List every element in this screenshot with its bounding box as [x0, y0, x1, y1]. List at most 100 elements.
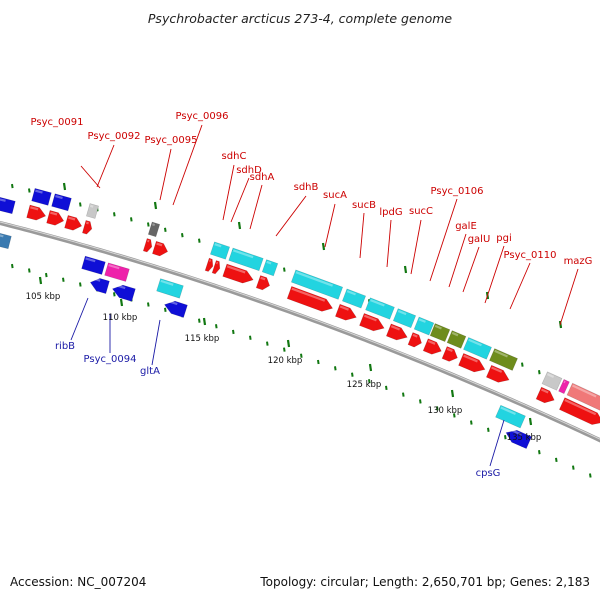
gene-label-forward: galE	[455, 221, 477, 232]
gene-label-reverse: ribB	[55, 341, 75, 352]
lower-tick-mark	[589, 473, 592, 478]
lower-tick-mark	[79, 282, 82, 287]
leader-line	[159, 148, 172, 201]
upper-tick-mark	[147, 222, 150, 227]
upper-tick-mark	[181, 233, 184, 238]
leader-line	[509, 262, 531, 310]
gene-arrow-reverse	[111, 283, 136, 302]
lower-tick-mark	[249, 335, 252, 340]
lower-tick-mark	[385, 385, 388, 391]
scale-label: 110 kbp	[103, 313, 138, 323]
scale-tick	[38, 276, 43, 285]
lower-tick-mark	[402, 392, 405, 397]
gene-label-forward: sdhD	[236, 165, 262, 176]
scale-tick	[368, 363, 373, 372]
major-tick	[62, 182, 67, 191]
gene-label-forward: sdhC	[222, 151, 247, 162]
lower-tick-mark	[436, 406, 439, 411]
gene-label-forward: Psyc_0096	[176, 111, 229, 122]
gene-block-upper	[463, 337, 492, 360]
leader-line	[559, 268, 579, 326]
gene-label-forward: mazG	[564, 256, 593, 267]
gene-arrow-forward	[81, 220, 93, 235]
lower-tick-mark	[317, 359, 320, 365]
gene-label-forward: Psyc_0091	[31, 117, 84, 128]
gene-block-upper	[365, 297, 395, 320]
gene-label-forward: sucC	[409, 206, 433, 217]
gene-block-upper	[261, 259, 279, 277]
lower-tick-mark	[45, 272, 48, 278]
upper-tick-mark	[283, 267, 286, 272]
gene-block-lower	[495, 404, 526, 429]
leader-line	[386, 219, 392, 268]
scale-tick	[119, 298, 124, 307]
gene-label-forward: Psyc_0106	[431, 186, 484, 197]
leader-line	[80, 165, 101, 189]
gene-arrow-forward	[46, 210, 65, 226]
major-tick	[153, 201, 158, 210]
gene-label-forward: sdhA	[250, 172, 275, 183]
gene-label-forward: sdhB	[294, 182, 319, 193]
upper-tick-mark	[28, 188, 31, 193]
lower-tick-mark	[419, 399, 422, 404]
lower-tick-mark	[164, 307, 167, 312]
genome-summary-text: Topology: circular; Length: 2,650,701 bp…	[259, 575, 590, 589]
gene-arrow-forward	[142, 238, 153, 253]
lower-tick-mark	[198, 318, 201, 323]
gene-block-upper	[209, 241, 231, 260]
scale-tick	[450, 389, 455, 398]
lower-tick-mark	[113, 292, 116, 297]
genome-backbone	[0, 220, 600, 443]
leader-line	[249, 184, 263, 230]
lower-tick-mark	[283, 347, 286, 352]
lower-tick-mark	[334, 366, 337, 371]
gene-label-forward: pgi	[496, 233, 511, 244]
major-tick	[321, 242, 326, 251]
gene-label-reverse: cpsG	[476, 468, 501, 479]
scale-label: 125 kbp	[347, 380, 382, 390]
leader-line	[359, 212, 365, 259]
major-tick	[403, 265, 408, 274]
gene-arrow-reverse	[164, 299, 188, 318]
backbone-highlight	[0, 221, 600, 440]
leader-line	[275, 195, 307, 237]
gene-block-lower	[0, 232, 12, 250]
leader-line	[324, 203, 336, 248]
leader-line	[410, 219, 422, 275]
gene-arrow-forward	[485, 364, 510, 383]
gene-label-forward: lpdG	[379, 207, 402, 218]
gene-label-reverse: gltA	[140, 366, 160, 377]
lower-tick-mark	[147, 302, 150, 307]
gene-label-forward: sucA	[323, 190, 347, 201]
lower-tick-mark	[28, 268, 31, 273]
upper-tick-mark	[538, 370, 541, 375]
upper-tick-mark	[198, 238, 201, 243]
gene-arrow-forward	[535, 386, 555, 404]
gene-block-lower	[156, 278, 184, 299]
lower-tick-mark	[368, 379, 371, 384]
gene-block-upper	[566, 382, 600, 411]
leader-line	[222, 164, 235, 221]
gene-label-forward: sucB	[352, 200, 376, 211]
gene-arrow-forward	[359, 312, 385, 332]
lower-tick-mark	[555, 457, 558, 463]
gene-arrow-forward	[211, 260, 221, 275]
gene-block-lower	[81, 255, 106, 275]
gene-block-upper	[341, 288, 367, 309]
scale-label: 130 kbp	[428, 406, 463, 416]
leader-line	[448, 233, 467, 288]
lower-tick-mark	[215, 324, 218, 329]
gene-block-upper	[86, 203, 99, 219]
gene-arrow-forward	[64, 214, 83, 231]
scale-tick	[202, 317, 207, 326]
gene-arrow-forward	[558, 397, 600, 425]
gene-arrow-forward	[286, 286, 334, 312]
scale-tick	[286, 339, 291, 348]
gene-arrow-forward	[26, 204, 47, 221]
gene-block-upper	[228, 247, 264, 272]
gene-block-lower	[104, 262, 130, 282]
lower-tick-mark	[351, 372, 354, 377]
upper-tick-mark	[79, 202, 82, 207]
lower-tick-mark	[538, 450, 541, 455]
gene-block-upper	[541, 371, 563, 391]
